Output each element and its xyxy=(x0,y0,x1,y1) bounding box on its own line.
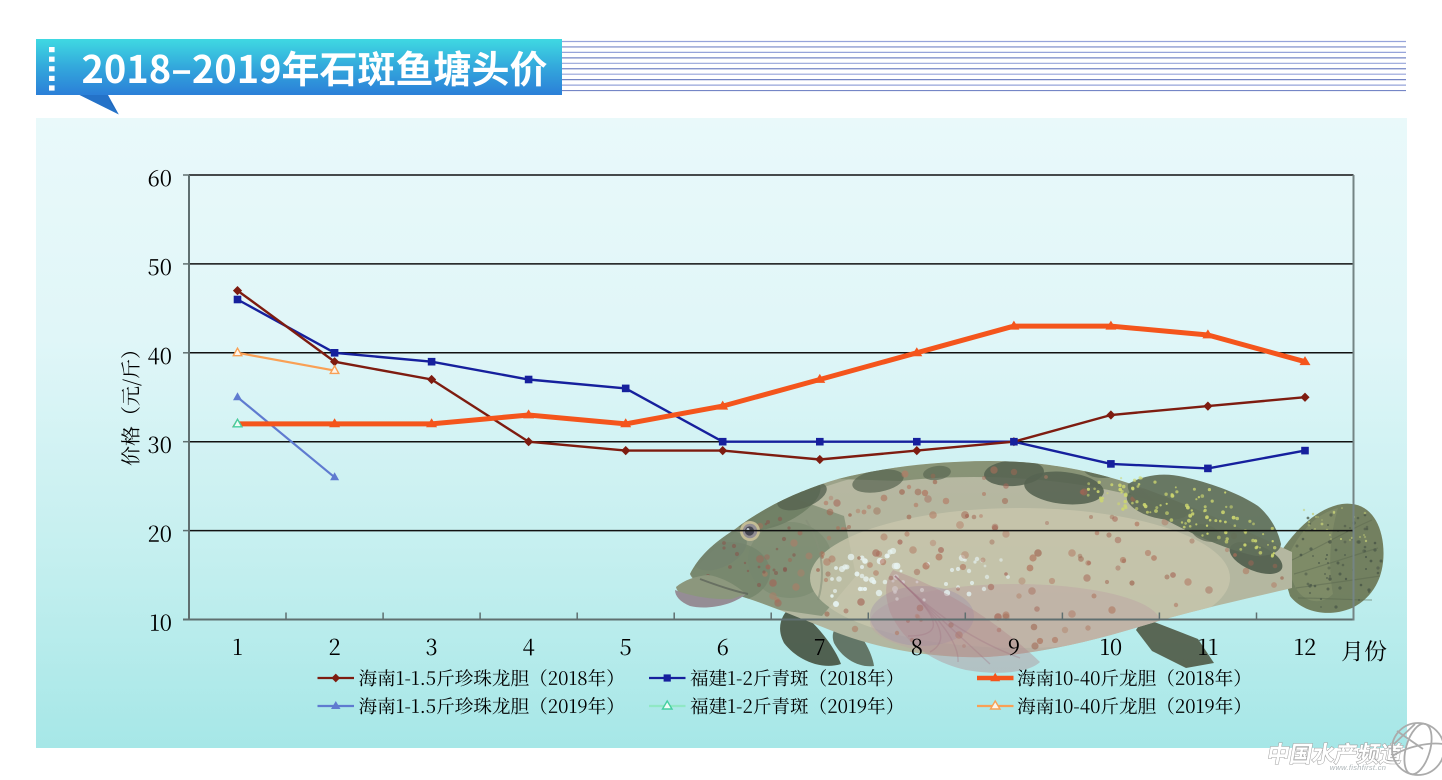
svg-text:www.fishfirst.cn: www.fishfirst.cn xyxy=(1330,763,1386,772)
